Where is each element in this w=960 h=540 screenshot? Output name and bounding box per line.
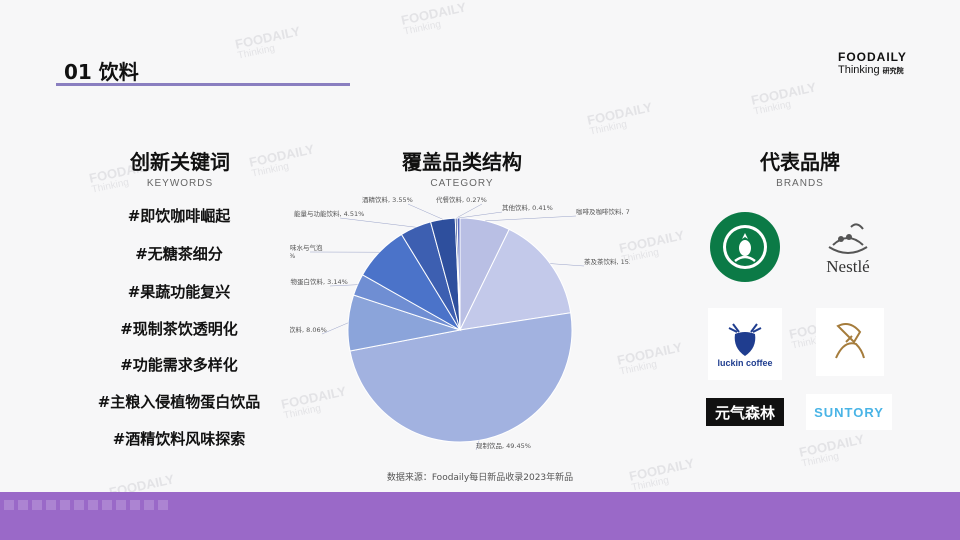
keyword-item: #现制茶饮透明化 bbox=[120, 320, 238, 338]
pie-slice-label: 酒精饮料, 3.55% bbox=[362, 195, 413, 204]
pie-slice-label: 咖啡及咖啡饮料, 7.24% bbox=[576, 207, 630, 216]
category-heading: 覆盖品类结构 bbox=[402, 150, 522, 174]
pie-slice-label: 植物蛋白饮料, 3.14% bbox=[290, 277, 348, 286]
luckin-wordmark: luckin coffee bbox=[717, 358, 773, 368]
nestle-wordmark: Nestlé bbox=[826, 257, 870, 276]
pie-slice-label: 果蔬饮料, 8.06% bbox=[290, 325, 327, 334]
keywords-header: 创新关键词 KEYWORDS bbox=[80, 146, 280, 189]
logo-line2-text: Thinking bbox=[838, 64, 880, 76]
keywords-heading: 创新关键词 bbox=[130, 150, 230, 174]
title-underline bbox=[56, 83, 350, 86]
pie-leader-line bbox=[475, 440, 480, 451]
starbucks-logo bbox=[708, 210, 782, 284]
pie-slice-label: 茶及茶饮料, 15.30% bbox=[584, 257, 630, 266]
pie-leader-line bbox=[550, 263, 585, 267]
logo-line1: FOODAILY bbox=[838, 50, 907, 64]
keywords-subheading: KEYWORDS bbox=[146, 178, 214, 189]
pie-leader-line bbox=[339, 217, 416, 228]
pie-leader-line bbox=[329, 284, 358, 287]
foodaily-logo: FOODAILY Thinking 研究院 bbox=[838, 50, 907, 76]
pie-slice-label: 能量与功能饮料, 4.51% bbox=[294, 209, 364, 218]
keyword-item: #酒精饮料风味探索 bbox=[112, 430, 246, 448]
chayan-logo bbox=[816, 308, 884, 376]
pie-leader-line bbox=[485, 215, 577, 222]
pie-slice bbox=[459, 228, 572, 331]
pie-slice-label: 代餐饮料, 0.27% bbox=[436, 195, 487, 204]
category-subheading: CATEGORY bbox=[430, 178, 494, 189]
data-source: 数据来源：Foodaily每日新品收录2023年新品 bbox=[386, 473, 574, 483]
logo-line2-small: 研究院 bbox=[882, 68, 904, 75]
pie-leader-line bbox=[458, 211, 503, 219]
suntory-logo: SUNTORY bbox=[806, 394, 892, 430]
nestle-nest-icon bbox=[828, 223, 868, 254]
keyword-item: #主粮入侵植物蛋白饮品 bbox=[97, 393, 261, 411]
pie-leader-line bbox=[407, 203, 443, 220]
pie-leader-line bbox=[321, 322, 349, 335]
yuanqi-wordmark: 元气森林 bbox=[714, 403, 775, 422]
page-title: 01 饮料 bbox=[64, 60, 139, 84]
pie-slice-label: 现制饮品, 49.45% bbox=[476, 441, 531, 450]
keyword-item: #无糖茶细分 bbox=[135, 245, 223, 263]
pie-chart: 咖啡及咖啡饮料, 7.24% 茶及茶饮料, 15.30% 现制饮品, 49.45% 果… bbox=[290, 195, 630, 451]
footer-band bbox=[0, 492, 960, 540]
keyword-item: #功能需求多样化 bbox=[120, 356, 238, 374]
suntory-wordmark: SUNTORY bbox=[814, 404, 884, 420]
keyword-item: #果蔬功能复兴 bbox=[127, 283, 231, 301]
luckin-logo: luckin coffee bbox=[708, 308, 782, 380]
luckin-deer-icon bbox=[728, 323, 762, 356]
brands-heading: 代表品牌 bbox=[760, 150, 840, 174]
chayan-lady-icon bbox=[835, 323, 865, 359]
brands-subheading: BRANDS bbox=[776, 178, 824, 189]
pie-slice-label: 纯水、调味水与气泡水, 8.06% bbox=[290, 243, 323, 260]
brands-header: 代表品牌 BRANDS bbox=[700, 146, 900, 189]
starbucks-icon bbox=[710, 212, 780, 282]
nestle-logo: Nestlé bbox=[810, 212, 886, 282]
pie-slice-label: 其他饮料, 0.41% bbox=[502, 203, 553, 212]
pie-slice bbox=[349, 312, 573, 443]
logo-line2: Thinking 研究院 bbox=[838, 64, 907, 76]
pie-leader-line bbox=[456, 203, 483, 219]
yuanqi-logo: 元气森林 bbox=[706, 398, 784, 426]
keyword-item: #即饮咖啡崛起 bbox=[127, 207, 231, 225]
category-header: 覆盖品类结构 CATEGORY bbox=[362, 146, 562, 189]
